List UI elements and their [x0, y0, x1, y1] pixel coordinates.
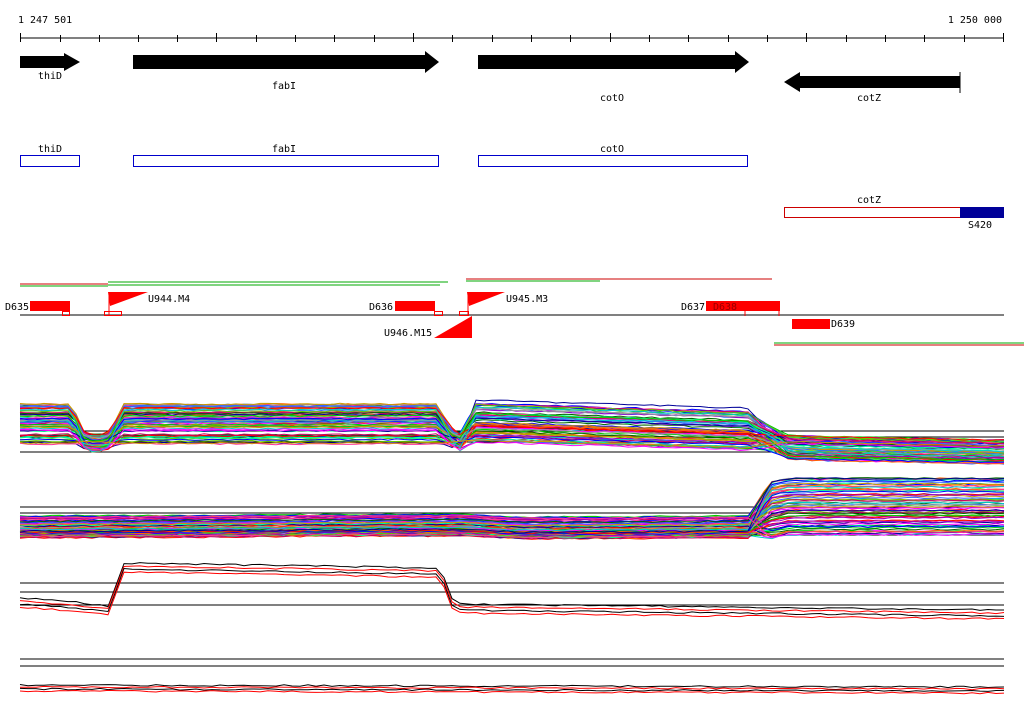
gene-track: thiD fabI cotO cotZ	[20, 51, 961, 104]
cds-box-cotO[interactable]	[478, 155, 748, 167]
downshift-D636[interactable]	[395, 301, 435, 311]
gene-label-thiD: thiD	[38, 71, 62, 82]
cds-label-cotO: cotO	[600, 144, 624, 155]
cds-track: thiD fabI cotO cotZ S420	[20, 144, 1004, 231]
gene-arrow-thiD[interactable]	[20, 53, 80, 71]
expression-profile-line	[19, 687, 1005, 693]
expression-profile-line	[19, 490, 1005, 536]
downshift-D639[interactable]	[792, 319, 830, 329]
ruler-ticks	[20, 33, 1004, 42]
expression-profile-line	[19, 429, 1005, 452]
expression-profile-line	[19, 411, 1004, 449]
expression-profile-line	[19, 571, 1005, 620]
cds-box-thiD[interactable]	[20, 155, 80, 167]
expression-profile-line	[19, 514, 1005, 537]
expression-profile-line	[19, 412, 1004, 461]
downshift-label-D635: D635	[5, 302, 29, 313]
gene-label-cotZ: cotZ	[857, 93, 881, 104]
ruler-end-label: 1 250 000	[948, 15, 1002, 26]
upshift-U946.M15[interactable]	[434, 316, 472, 338]
upshift-U944.M4-marker	[104, 311, 122, 316]
expression-profile-line	[19, 403, 1005, 443]
expression-profile-line	[19, 422, 1005, 454]
downshift-label-D637: D637	[681, 302, 705, 313]
expression-profile-line	[19, 477, 1005, 524]
downshift-D636-marker	[434, 311, 443, 316]
expression-profile-line	[19, 684, 1005, 689]
expression-panel-4	[19, 658, 1005, 695]
expression-profile-line	[19, 685, 1005, 691]
downshift-label-D639: D639	[831, 319, 855, 330]
expression-profile-line	[19, 565, 1005, 615]
transcript-track	[20, 278, 1024, 346]
expression-profile-line	[19, 516, 1005, 537]
expression-profile-line	[19, 689, 1005, 695]
coordinate-ruler: 1 247 501 1 250 000	[18, 15, 1004, 42]
shift-feature-track: D635 U944.M4 D636 U945.M3 U946.M15 D637 …	[5, 292, 1004, 339]
downshift-label-D638: D638	[713, 302, 737, 313]
expression-profile-line	[19, 562, 1004, 611]
region-box-S420[interactable]	[960, 207, 1004, 218]
expression-profile-line	[19, 425, 1005, 462]
gene-label-cotO: cotO	[600, 93, 624, 104]
expression-profile-line	[19, 484, 1005, 539]
expression-profile-line	[19, 503, 1005, 525]
expression-profile-line	[19, 408, 1005, 453]
upshift-label-U946.M15: U946.M15	[384, 328, 432, 339]
cds-label-fabI: fabI	[272, 144, 296, 155]
cds-label-thiD: thiD	[38, 144, 62, 155]
region-label-S420: S420	[968, 220, 992, 231]
expression-panel-2	[19, 477, 1005, 540]
expression-profile-line	[19, 514, 1005, 525]
expression-profile-line	[19, 477, 1005, 534]
ruler-start-label: 1 247 501	[18, 15, 72, 26]
expression-profile-line	[19, 567, 1005, 617]
upshift-U945.M3-marker	[459, 311, 469, 316]
expression-panel-1	[19, 399, 1005, 465]
downshift-D635-marker	[62, 311, 70, 316]
cds-box-fabI[interactable]	[133, 155, 439, 167]
expression-profile-line	[19, 424, 1005, 463]
expression-profile-line	[19, 417, 1005, 463]
upshift-label-U945.M3: U945.M3	[506, 294, 548, 305]
expression-panel-3	[19, 562, 1005, 620]
downshift-D635[interactable]	[30, 301, 70, 311]
upshift-U945.M3[interactable]	[467, 292, 505, 306]
cds-box-cotZ[interactable]	[784, 207, 961, 218]
gene-arrow-cotZ[interactable]	[784, 72, 960, 92]
expression-profile-line	[19, 485, 1005, 532]
downshift-label-D636: D636	[369, 302, 393, 313]
expression-profile-line	[19, 512, 1005, 533]
gene-arrow-fabI[interactable]	[133, 51, 439, 73]
upshift-U944.M4[interactable]	[108, 292, 148, 306]
cds-label-cotZ: cotZ	[857, 195, 881, 206]
gene-label-fabI: fabI	[272, 81, 296, 92]
upshift-label-U944.M4: U944.M4	[148, 294, 190, 305]
gene-arrow-cotO[interactable]	[478, 51, 749, 73]
expression-profile-line	[19, 439, 1005, 449]
expression-profile-line	[19, 505, 1005, 527]
downshift-D637-D638[interactable]	[706, 301, 780, 311]
expression-profile-line	[19, 406, 1005, 442]
